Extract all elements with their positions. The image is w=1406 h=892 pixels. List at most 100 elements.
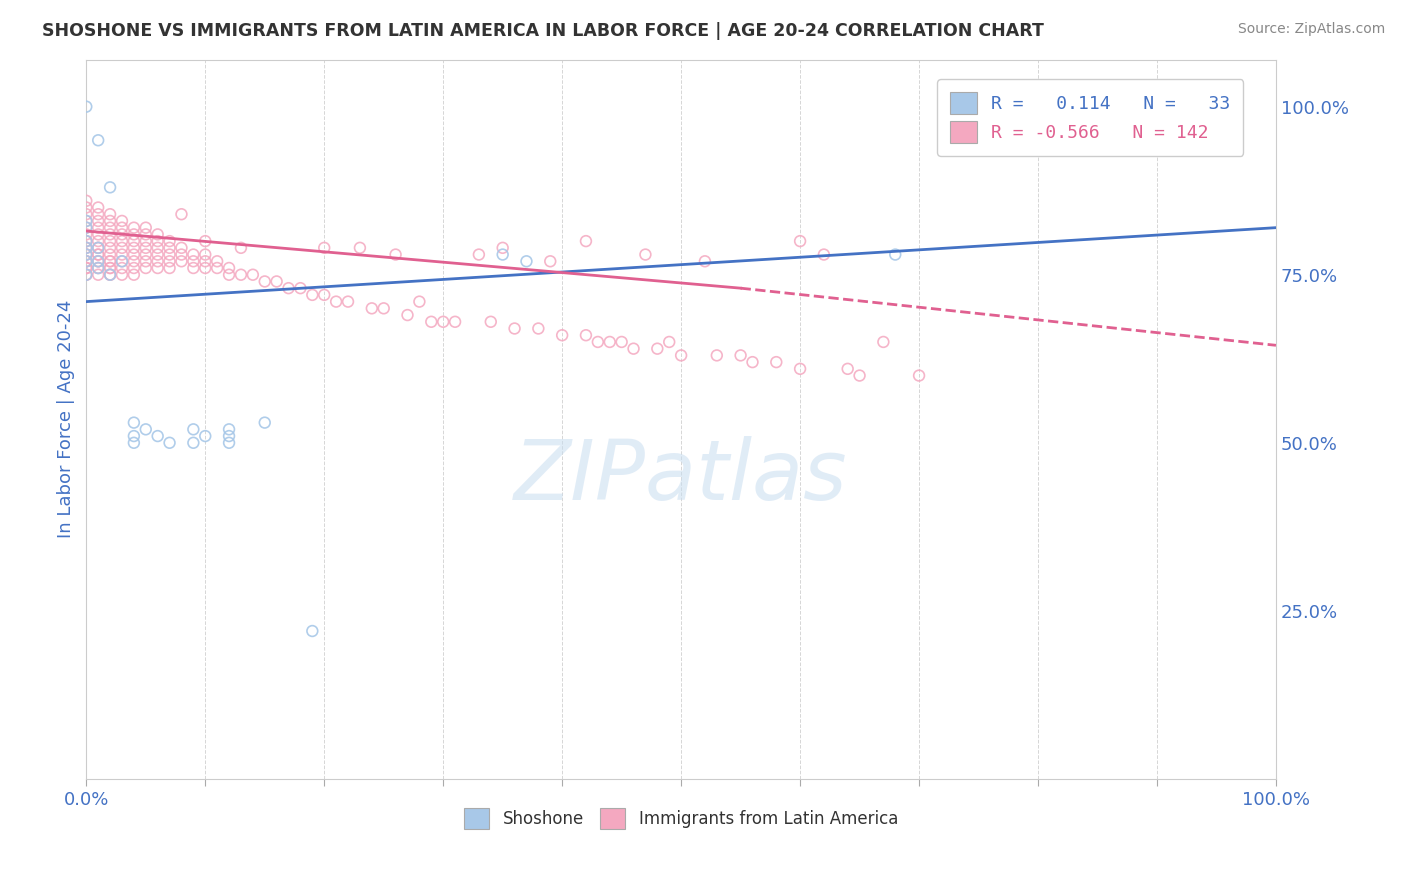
Point (492, 241, 515, 255)
Point (122, 220, 145, 235)
Point (75, 268, 97, 282)
Point (623, 342, 645, 356)
Point (146, 429, 169, 443)
Point (813, 247, 835, 261)
Point (75, 254, 97, 268)
Text: Source: ZipAtlas.com: Source: ZipAtlas.com (1237, 22, 1385, 37)
Point (349, 241, 371, 255)
Point (135, 227, 157, 242)
Point (98, 180, 121, 194)
Point (290, 281, 312, 295)
Point (194, 247, 217, 261)
Point (111, 247, 134, 261)
Point (159, 247, 181, 261)
Point (111, 260, 134, 275)
Point (229, 241, 252, 255)
Point (87, 241, 110, 255)
Point (159, 254, 181, 268)
Point (135, 234, 157, 248)
Point (75, 234, 97, 248)
Point (87, 247, 110, 261)
Point (301, 288, 323, 302)
Point (135, 254, 157, 268)
Point (194, 254, 217, 268)
Point (111, 268, 134, 282)
Point (159, 241, 181, 255)
Point (75, 220, 97, 235)
Point (159, 234, 181, 248)
Point (75, 214, 97, 228)
Point (503, 321, 526, 335)
Point (87, 227, 110, 242)
Y-axis label: In Labor Force | Age 20-24: In Labor Force | Age 20-24 (58, 300, 75, 539)
Point (122, 268, 145, 282)
Point (75, 268, 97, 282)
Text: ZIPatlas: ZIPatlas (515, 436, 848, 517)
Point (599, 334, 621, 349)
Point (314, 288, 336, 302)
Point (242, 268, 264, 282)
Point (122, 435, 145, 450)
Point (75, 227, 97, 242)
Point (87, 268, 110, 282)
Point (194, 429, 217, 443)
Point (135, 247, 157, 261)
Point (420, 315, 443, 329)
Point (159, 435, 181, 450)
Point (122, 241, 145, 255)
Point (170, 247, 193, 261)
Point (314, 241, 336, 255)
Point (253, 275, 276, 289)
Point (183, 247, 205, 261)
Point (98, 220, 121, 235)
Point (229, 268, 252, 282)
Point (98, 268, 121, 282)
Point (848, 368, 870, 383)
Point (111, 254, 134, 268)
Point (384, 247, 406, 261)
Point (98, 254, 121, 268)
Point (87, 260, 110, 275)
Point (837, 361, 859, 376)
Point (789, 361, 811, 376)
Point (575, 234, 598, 248)
Point (111, 234, 134, 248)
Point (75, 100, 97, 114)
Point (75, 254, 97, 268)
Point (98, 214, 121, 228)
Point (183, 260, 205, 275)
Point (87, 254, 110, 268)
Point (75, 254, 97, 268)
Point (741, 355, 763, 369)
Point (765, 355, 787, 369)
Point (170, 241, 193, 255)
Point (75, 214, 97, 228)
Point (183, 254, 205, 268)
Point (527, 321, 550, 335)
Point (87, 247, 110, 261)
Point (98, 241, 121, 255)
Point (551, 328, 574, 343)
Point (266, 275, 288, 289)
Point (75, 260, 97, 275)
Point (75, 254, 97, 268)
Point (146, 260, 169, 275)
Point (111, 254, 134, 268)
Point (908, 368, 931, 383)
Point (183, 422, 205, 436)
Point (87, 254, 110, 268)
Point (87, 201, 110, 215)
Point (75, 234, 97, 248)
Point (205, 254, 228, 268)
Point (205, 260, 228, 275)
Point (872, 334, 894, 349)
Point (170, 207, 193, 221)
Point (789, 234, 811, 248)
Point (515, 254, 537, 268)
Point (218, 429, 240, 443)
Point (634, 247, 657, 261)
Point (98, 254, 121, 268)
Point (87, 214, 110, 228)
Point (1122, 100, 1144, 114)
Point (146, 247, 169, 261)
